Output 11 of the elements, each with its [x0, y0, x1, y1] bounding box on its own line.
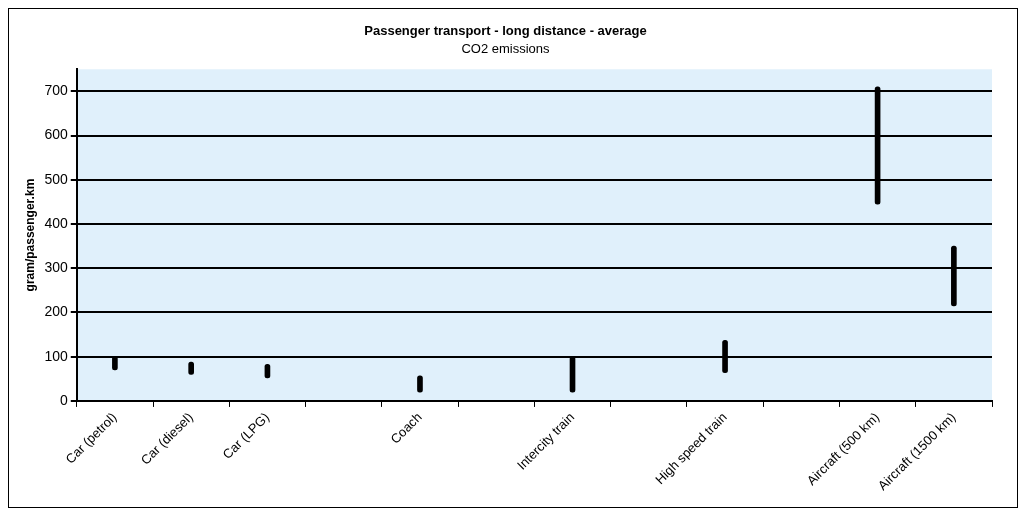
chart-title: Passenger transport - long distance - average	[364, 23, 647, 39]
chart-subtitle: CO2 emissions	[461, 40, 551, 56]
y-tick-label: 600	[44, 126, 68, 143]
y-tick-label: 200	[44, 303, 68, 320]
y-tick-label: 700	[44, 82, 68, 99]
y-axis-title: gram/passenger.km	[22, 178, 37, 292]
y-tick-label: 500	[44, 170, 68, 187]
y-tick-label: 400	[44, 214, 68, 231]
y-tick-label: 0	[59, 391, 68, 408]
y-tick-label: 300	[44, 259, 68, 276]
y-tick-label: 100	[44, 347, 68, 364]
